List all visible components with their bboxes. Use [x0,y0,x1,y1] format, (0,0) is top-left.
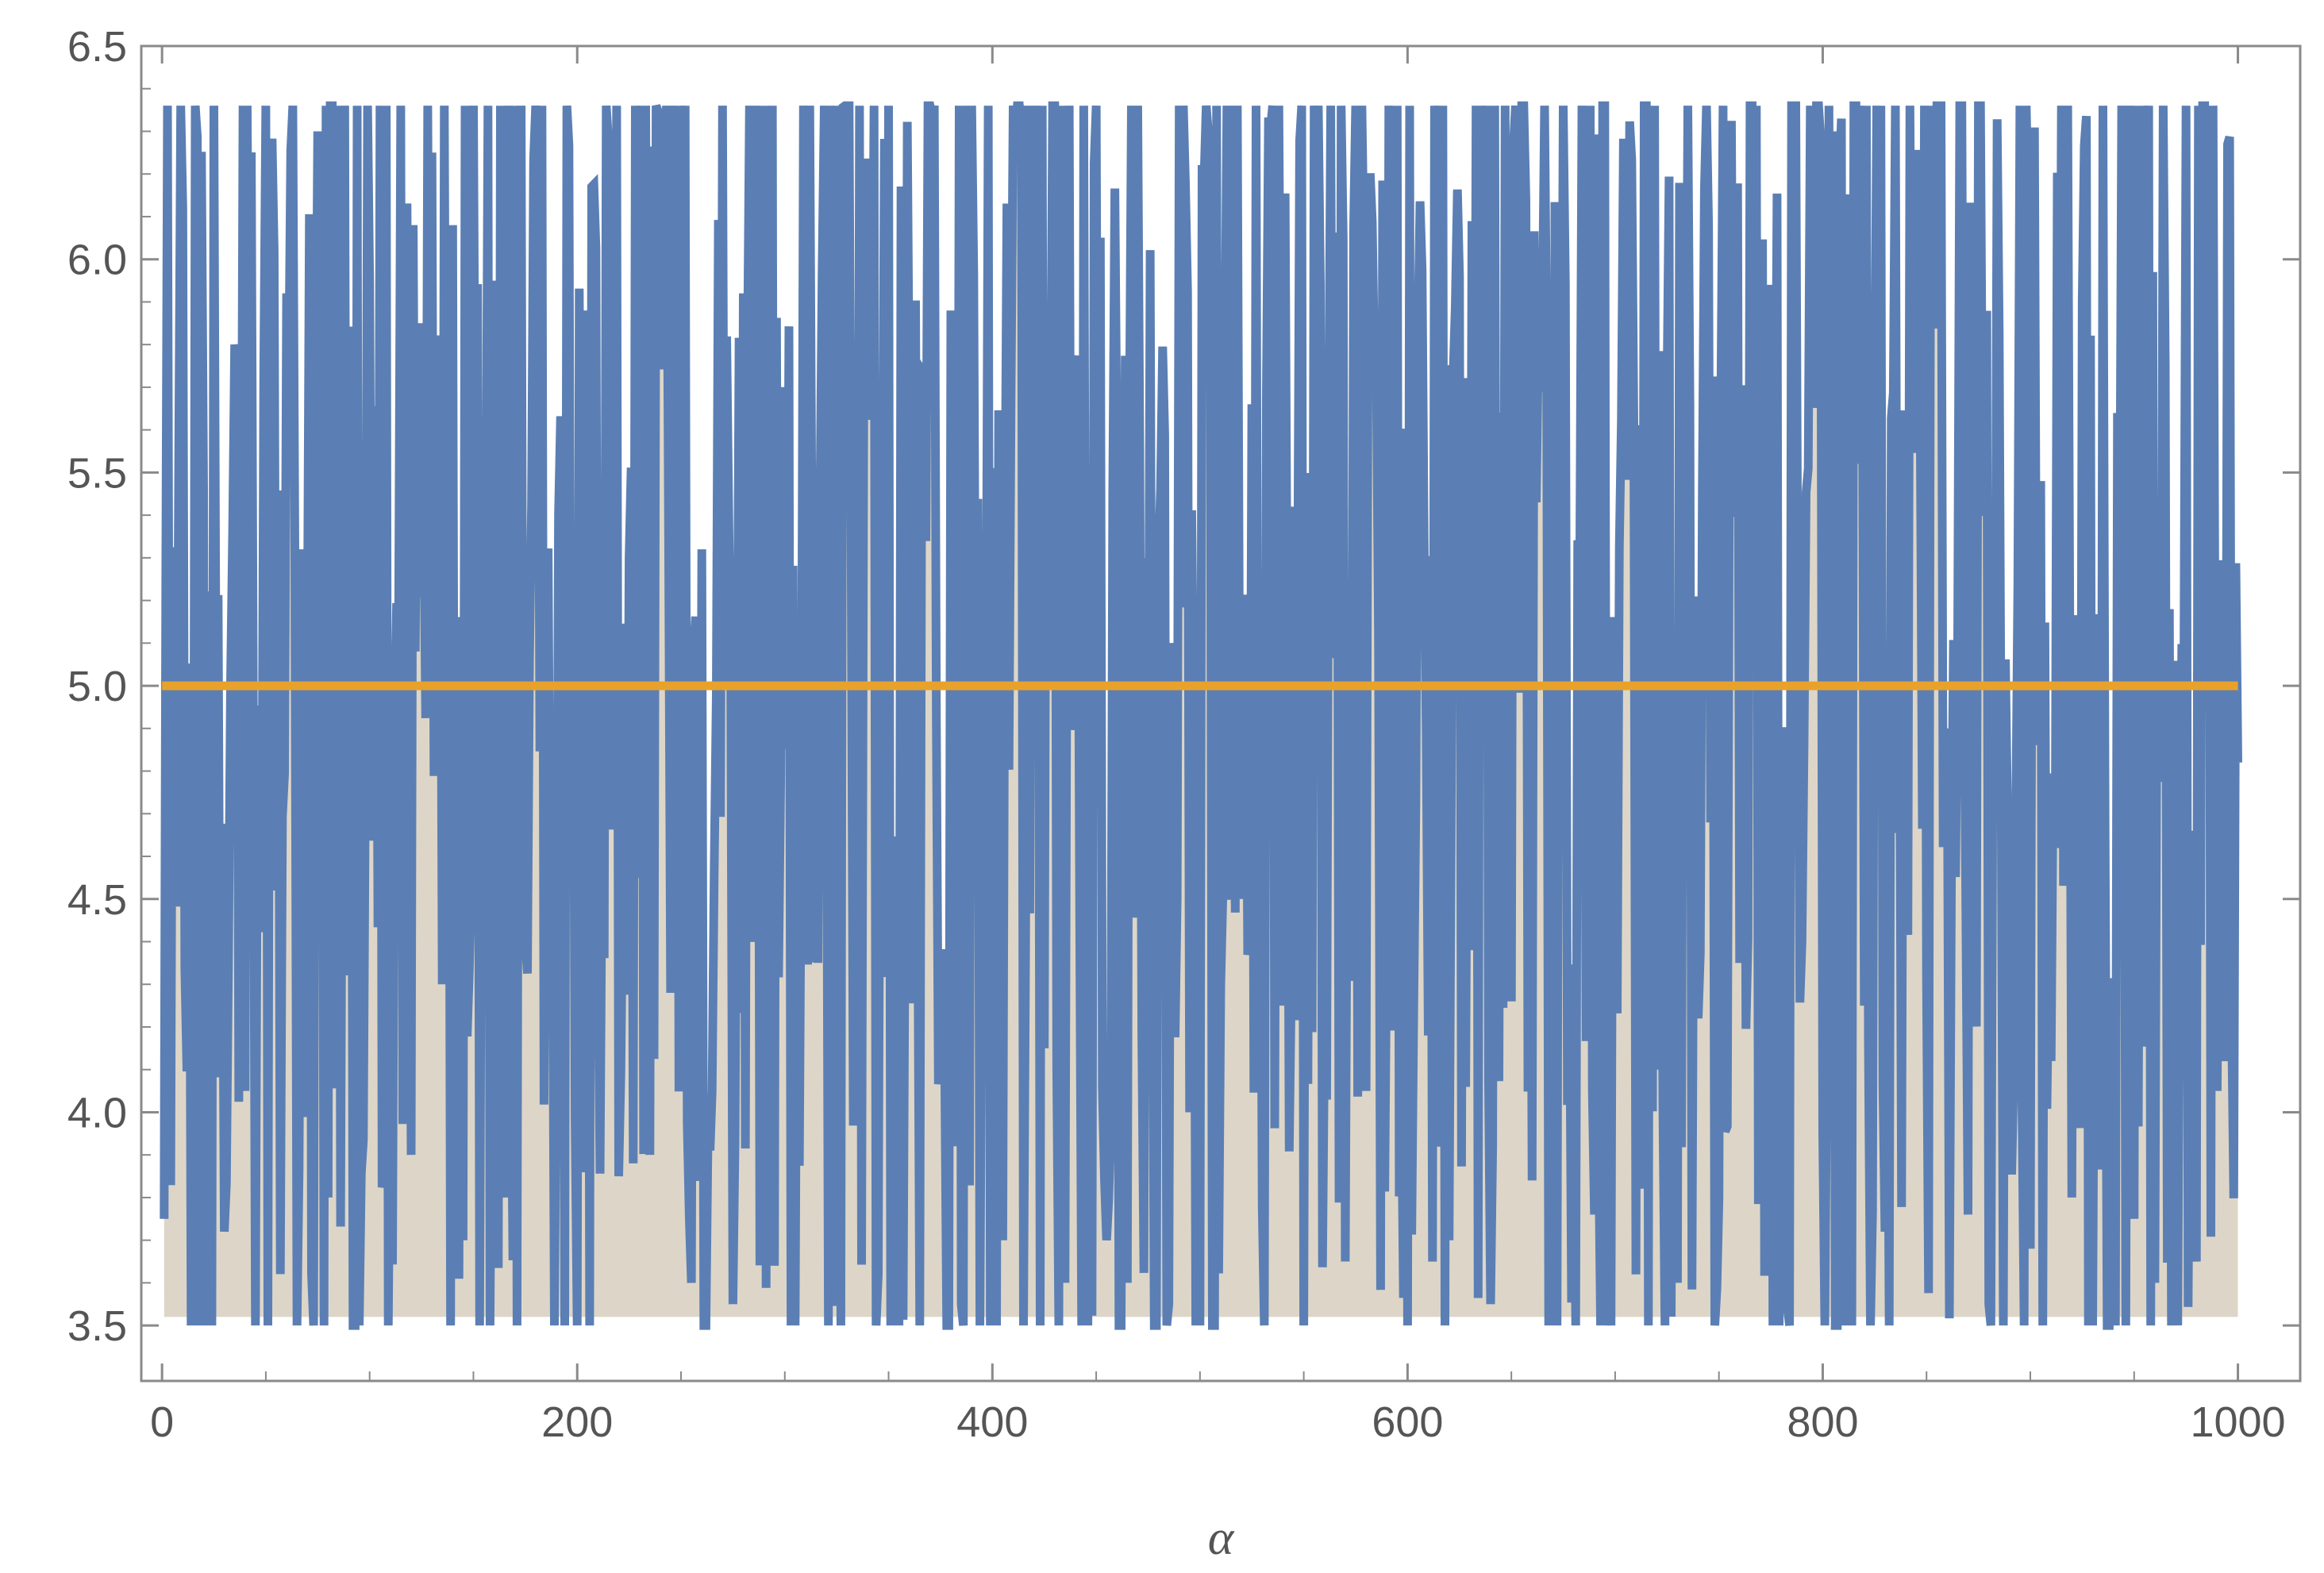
x-tick-label: 600 [1372,1398,1443,1446]
y-tick-label: 4.5 [67,876,127,924]
x-tick-label: 200 [541,1398,613,1446]
y-tick-label: 6.0 [67,237,127,284]
y-tick-label: 5.5 [67,449,127,497]
y-tick-label: 3.5 [67,1302,127,1350]
plot-border [140,44,2302,1383]
plot-area [160,101,2242,1330]
plot-frame [140,44,2302,1383]
series-line [160,101,2242,1330]
x-tick-label: 400 [956,1398,1028,1446]
x-tick-label: 800 [1787,1398,1858,1446]
y-tick-label: 6.5 [67,23,127,71]
x-tick-label: 1000 [2190,1398,2285,1446]
axis-ticks: 0 200 400 600 800 1000 3.5 4.0 4.5 5.0 5.5 6.0 6.5 [67,23,2300,1446]
y-tick-label: 5.0 [67,663,127,710]
x-axis-label: α [1208,1511,1235,1565]
x-tick-label: 0 [150,1398,174,1446]
y-tick-label: 4.0 [67,1089,127,1136]
